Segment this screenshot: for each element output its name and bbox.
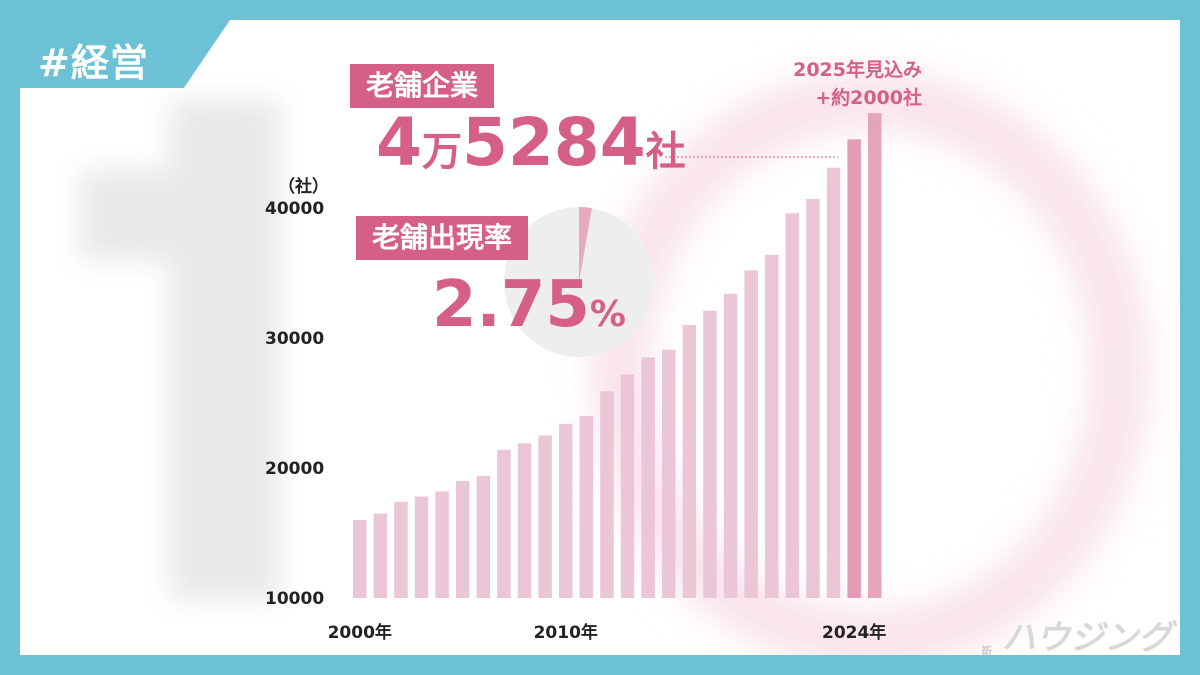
old-company-count-part1: 4	[376, 104, 422, 181]
bar-2003	[414, 496, 429, 598]
forecast-line2: +約2000社	[815, 87, 922, 109]
y-tick-label: 30000	[265, 329, 324, 349]
bar-2001	[373, 513, 388, 598]
forecast-note: 2025年見込み +約2000社	[793, 56, 922, 112]
bar-2024	[847, 139, 861, 599]
bar-2012	[600, 391, 614, 598]
bar-2009	[538, 435, 552, 598]
old-company-count-part2: 5284	[461, 104, 646, 181]
bar-2002	[394, 501, 408, 598]
bar-2004	[435, 491, 449, 598]
bar-chart: 10000 20000 30000 40000（社） 2000年 2010年 2024年	[265, 113, 886, 643]
bar-2007	[497, 449, 511, 598]
x-tick-label: 2024年	[822, 622, 886, 643]
ratio-pie-slice	[579, 207, 592, 282]
old-company-count-unit-sha: 社	[645, 129, 686, 175]
bar-2018	[723, 293, 738, 598]
infographic-frame: #経営 10000 20000 30000 40000 （社） 2000年 2010年 20…	[20, 20, 1180, 655]
y-tick-label: 40000	[265, 199, 324, 219]
bar-2014	[641, 357, 655, 598]
bar-2023	[826, 167, 841, 598]
bar-2013	[620, 374, 635, 598]
emergence-rate-value: 2.75%	[432, 268, 626, 342]
bar-2021	[785, 213, 800, 598]
bar-2022	[806, 198, 820, 598]
old-company-count-unit-man: 万	[421, 129, 462, 175]
bar-2016	[682, 325, 697, 598]
bar-2010	[559, 423, 573, 598]
bar-2011	[579, 416, 594, 598]
brand-logo: 新建 ハウジング	[982, 618, 1178, 655]
brand-logo-side-text: 新建	[982, 644, 992, 655]
old-company-count: 4万5284社	[376, 104, 686, 181]
emergence-rate-number: 2.75	[432, 268, 590, 342]
y-unit-label: （社）	[278, 176, 329, 197]
bar-2017	[703, 310, 717, 598]
bar-2006	[476, 475, 491, 598]
emergence-rate-label: 老舗出現率	[356, 216, 529, 260]
y-tick-label: 20000	[265, 459, 324, 479]
x-tick-label: 2010年	[534, 622, 598, 643]
y-tick-label: 10000	[265, 589, 324, 609]
bar-2020	[765, 254, 779, 599]
bar-2025	[868, 113, 882, 598]
category-tag-label: #経営	[38, 41, 149, 85]
background-decoration	[80, 79, 1141, 655]
forecast-line1: 2025年見込み	[793, 59, 922, 81]
brand-logo-text: ハウジング	[1002, 618, 1178, 655]
bar-2015	[662, 349, 676, 598]
x-tick-label: 2000年	[328, 622, 392, 643]
bar-2019	[744, 270, 758, 598]
bar-2008	[517, 443, 532, 598]
emergence-rate-unit: %	[589, 294, 626, 335]
old-company-label: 老舗企業	[350, 64, 495, 108]
bar-2000	[353, 520, 367, 598]
bar-2005	[456, 481, 470, 598]
